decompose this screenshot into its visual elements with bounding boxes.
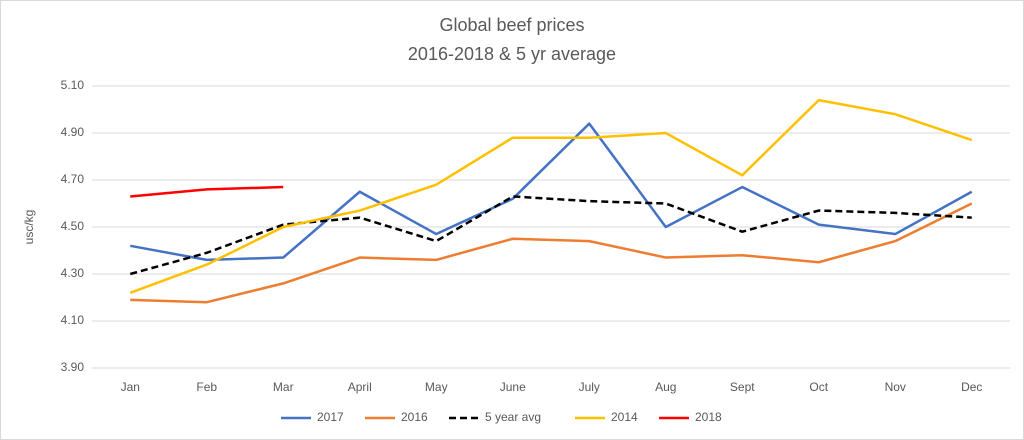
x-tick-label: Oct [809, 380, 828, 394]
y-tick-label: 4.90 [61, 125, 85, 139]
legend-label: 2017 [317, 410, 344, 424]
y-tick-label: 4.50 [61, 219, 85, 233]
x-tick-label: May [425, 380, 448, 394]
chart-subtitle: 2016-2018 & 5 yr average [408, 44, 616, 64]
series-line [129, 195, 972, 276]
series-line [130, 122, 973, 262]
series-line [130, 185, 284, 198]
x-tick-label: July [579, 380, 600, 394]
x-tick-label: Nov [885, 380, 906, 394]
chart-title: Global beef prices [439, 15, 584, 35]
y-tick-label: 5.10 [61, 78, 85, 92]
x-tick-label: June [500, 380, 526, 394]
x-tick-label: Aug [655, 380, 676, 394]
x-tick-label: Jan [121, 380, 140, 394]
legend-label: 5 year avg [485, 410, 541, 424]
y-tick-label: 4.10 [61, 313, 85, 327]
legend-label: 2018 [695, 410, 722, 424]
x-tick-label: Dec [961, 380, 982, 394]
x-tick-label: Mar [273, 380, 294, 394]
series-line [129, 98, 973, 294]
legend-label: 2016 [401, 410, 428, 424]
x-tick-label: Sept [730, 380, 755, 394]
y-tick-label: 3.90 [61, 360, 85, 374]
legend-label: 2014 [611, 410, 638, 424]
y-tick-label: 4.30 [61, 266, 85, 280]
x-tick-label: April [348, 380, 372, 394]
series-line [130, 202, 973, 304]
x-tick-label: Feb [196, 380, 217, 394]
y-tick-label: 4.70 [61, 172, 85, 186]
y-axis-label: usc/kg [22, 210, 36, 245]
